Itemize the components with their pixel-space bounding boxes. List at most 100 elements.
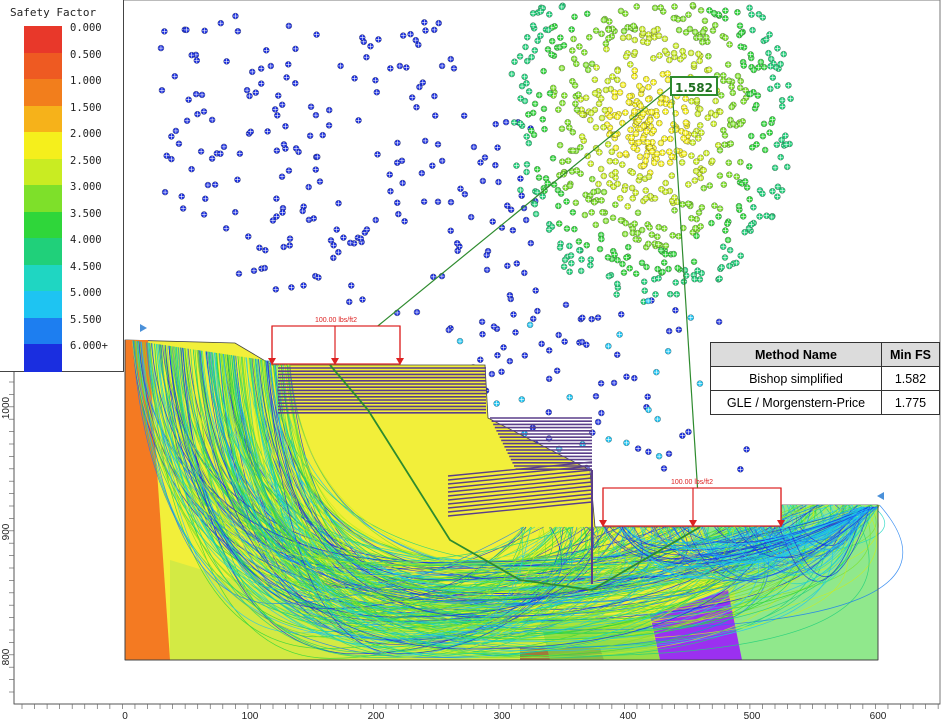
slip-center-point	[638, 259, 646, 266]
slip-center-point	[780, 50, 787, 58]
slip-center-point	[518, 192, 525, 199]
slip-center-point	[578, 133, 586, 140]
slip-center-point	[720, 72, 727, 79]
slip-center-point	[579, 314, 586, 321]
slip-center-point	[621, 230, 629, 238]
slip-center-point	[748, 11, 755, 18]
slip-center-point	[363, 226, 371, 233]
slip-center-point	[504, 262, 511, 269]
slip-center-point	[622, 219, 629, 227]
crosshatch-benches	[278, 367, 593, 584]
slip-center-point	[642, 157, 649, 165]
slip-center-point	[495, 178, 502, 186]
slip-center-point	[644, 139, 651, 146]
slip-center-point	[565, 157, 572, 164]
slip-center-point	[737, 43, 744, 50]
slip-center-point	[585, 196, 592, 203]
slip-center-point	[728, 103, 735, 111]
legend-label: 3.500	[70, 207, 102, 220]
x-tick-label: 200	[368, 711, 385, 722]
x-tick-label: 400	[620, 711, 637, 722]
slip-center-point	[614, 113, 621, 121]
slip-center-point	[157, 44, 165, 52]
slip-center-point	[598, 235, 605, 243]
slip-center-point	[708, 219, 715, 227]
slip-center-point	[753, 101, 760, 109]
slip-center-point	[612, 169, 619, 176]
slip-center-point	[188, 51, 195, 59]
slip-center-point	[457, 185, 464, 192]
slip-center-point	[545, 409, 552, 416]
slip-center-point	[548, 51, 555, 58]
slip-center-point	[691, 131, 698, 138]
slip-center-point	[168, 133, 175, 140]
legend-label: 0.000	[70, 22, 102, 34]
slip-center-point	[744, 184, 751, 191]
slip-center-point	[605, 342, 612, 350]
slip-center-point	[769, 74, 776, 81]
slip-center-point	[737, 84, 744, 92]
slip-center-point	[699, 28, 707, 36]
x-tick-label: 300	[494, 711, 511, 722]
slip-center-point	[498, 368, 505, 375]
slip-center-point	[516, 53, 524, 60]
slip-center-point	[692, 224, 699, 232]
load-label-1: 100.00 lbs/ft2	[315, 317, 357, 324]
slip-center-point	[560, 42, 568, 49]
legend-label: 5.500	[70, 313, 102, 326]
slip-center-point	[252, 89, 259, 96]
slip-center-point	[597, 380, 605, 387]
slip-center-point	[566, 242, 573, 250]
slip-center-point	[721, 141, 728, 148]
slip-center-point	[582, 94, 590, 101]
slip-center-point	[766, 129, 773, 136]
critical-fs-label[interactable]: 1.582	[670, 76, 718, 96]
slip-center-point	[680, 224, 687, 232]
slip-center-point	[741, 229, 748, 236]
slip-center-point	[655, 275, 662, 282]
slip-center-point	[634, 209, 642, 216]
slip-center-point	[435, 19, 442, 27]
slip-center-point	[243, 86, 251, 94]
slip-center-point	[715, 142, 722, 149]
slip-center-point	[624, 203, 631, 210]
slip-center-point	[637, 102, 644, 110]
slip-center-point	[545, 226, 553, 233]
slip-center-point	[733, 173, 740, 180]
slip-center-point	[639, 25, 646, 33]
slip-center-point	[567, 252, 575, 259]
slip-center-point	[738, 29, 745, 37]
slip-center-point	[633, 3, 640, 10]
slip-center-point	[710, 9, 718, 17]
slip-center-point	[549, 38, 556, 45]
slip-center-point	[579, 111, 586, 118]
slip-center-point	[677, 56, 684, 63]
slip-center-point	[570, 55, 578, 63]
table-row[interactable]: GLE / Morgenstern-Price 1.775	[710, 390, 941, 415]
slip-center-point	[757, 58, 765, 66]
slip-center-point	[168, 155, 175, 163]
legend-title: Safety Factor	[10, 6, 97, 19]
slip-center-point	[631, 108, 638, 115]
slip-center-point	[725, 61, 732, 68]
slip-center-point	[650, 127, 657, 134]
method-name-cell: Bishop simplified	[710, 366, 882, 391]
slip-center-point	[643, 128, 650, 135]
distributed-load-1: 100.00 lbs/ft2	[268, 317, 404, 365]
slip-center-point	[447, 55, 454, 63]
slip-center-point	[536, 91, 543, 99]
table-row[interactable]: Bishop simplified 1.582	[710, 366, 941, 391]
legend-swatch	[24, 211, 62, 239]
slip-center-point	[618, 311, 625, 318]
slip-center-point	[454, 240, 461, 247]
slip-center-point	[619, 260, 626, 268]
slip-center-point	[653, 112, 660, 119]
slip-center-point	[650, 27, 658, 35]
slip-center-point	[603, 45, 610, 53]
critical-slip-surface	[329, 85, 701, 591]
slip-center-point	[774, 193, 781, 200]
slip-center-point	[556, 141, 564, 149]
slip-center-point	[278, 173, 286, 180]
slip-center-point	[418, 170, 425, 177]
slip-center-point	[644, 39, 651, 46]
